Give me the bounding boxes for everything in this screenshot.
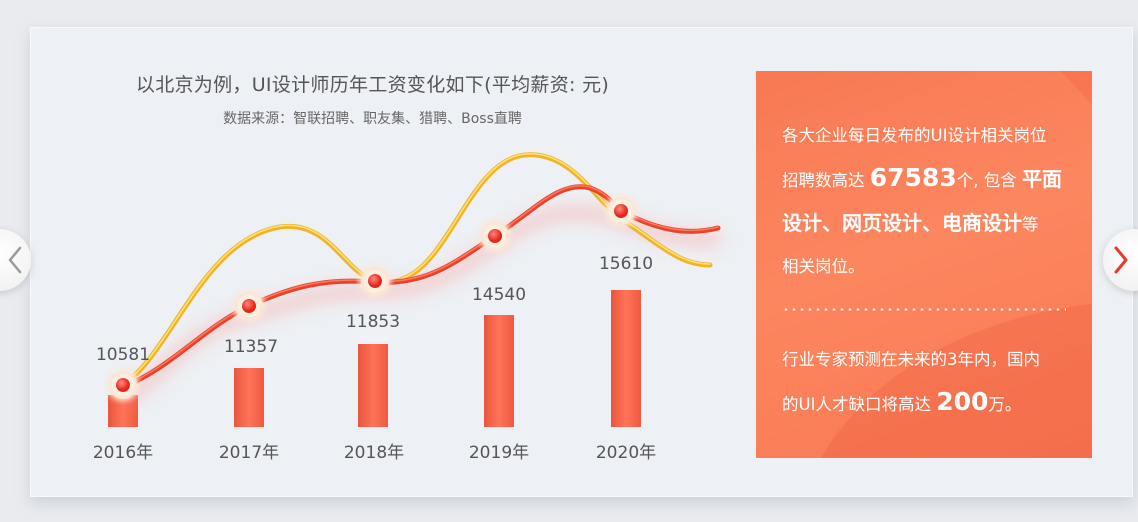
chevron-right-icon: [1114, 246, 1128, 274]
forecast-line-2-prefix: 的UI人才缺口将高达: [782, 395, 937, 414]
chart-subtitle: 数据来源：智联招聘、职友集、猎聘、Boss直聘: [223, 111, 522, 127]
stats-line-3-suffix: 等: [1022, 215, 1039, 234]
value-label-2016: 10581: [95, 345, 151, 365]
data-markers: [107, 195, 637, 401]
year-label-2018: 2018年: [343, 443, 405, 463]
marker-2017: [233, 290, 265, 322]
year-label-2020: 2020年: [595, 443, 657, 463]
value-label-2020: 15610: [598, 254, 654, 274]
job-count: 67583: [869, 163, 957, 192]
forecast-value: 200: [936, 387, 989, 416]
bars: [108, 290, 641, 427]
job-stats-panel: 各大企业每日发布的UI设计相关岗位 招聘数高达 67583个, 包含 平面 设计…: [756, 71, 1092, 458]
marker-2016: [107, 369, 139, 401]
forecast-line-1: 行业专家预测在未来的3年内，国内: [782, 350, 1040, 369]
year-label-2016: 2016年: [92, 443, 154, 463]
marker-2020: [605, 195, 637, 227]
year-label-2017: 2017年: [218, 443, 280, 463]
panel-decoration: [756, 71, 1092, 458]
forecast-text: 行业专家预测在未来的3年内，国内 的UI人才缺口将高达 200万。: [782, 339, 1082, 426]
stats-line-4: 相关岗位。: [782, 257, 865, 276]
value-label-2019: 14540: [471, 285, 527, 305]
year-label-2019: 2019年: [468, 443, 530, 463]
chevron-left-icon: [8, 246, 22, 274]
job-types: 设计、网页设计、电商设计: [782, 211, 1022, 235]
stats-line-2-mid: 个, 包含: [956, 171, 1022, 190]
chart-title: 以北京为例，UI设计师历年工资变化如下(平均薪资: 元): [135, 74, 610, 96]
marker-2018: [359, 265, 391, 297]
bar-2018: [358, 344, 388, 427]
job-stats-text: 各大企业每日发布的UI设计相关岗位 招聘数高达 67583个, 包含 平面 设计…: [782, 115, 1072, 288]
stats-line-1: 各大企业每日发布的UI设计相关岗位: [782, 126, 1047, 145]
dotted-divider: [782, 308, 1066, 311]
bar-2019: [484, 315, 514, 427]
marker-2019: [479, 220, 511, 252]
value-label-2018: 11853: [345, 312, 401, 332]
stats-line-2-prefix: 招聘数高达: [782, 171, 870, 190]
bar-2020: [611, 290, 641, 427]
bar-2017: [234, 368, 264, 427]
salary-chart: [107, 152, 721, 427]
forecast-line-2-suffix: 万。: [988, 395, 1022, 414]
value-label-2017: 11357: [223, 337, 279, 357]
job-type-1: 平面: [1021, 167, 1062, 191]
